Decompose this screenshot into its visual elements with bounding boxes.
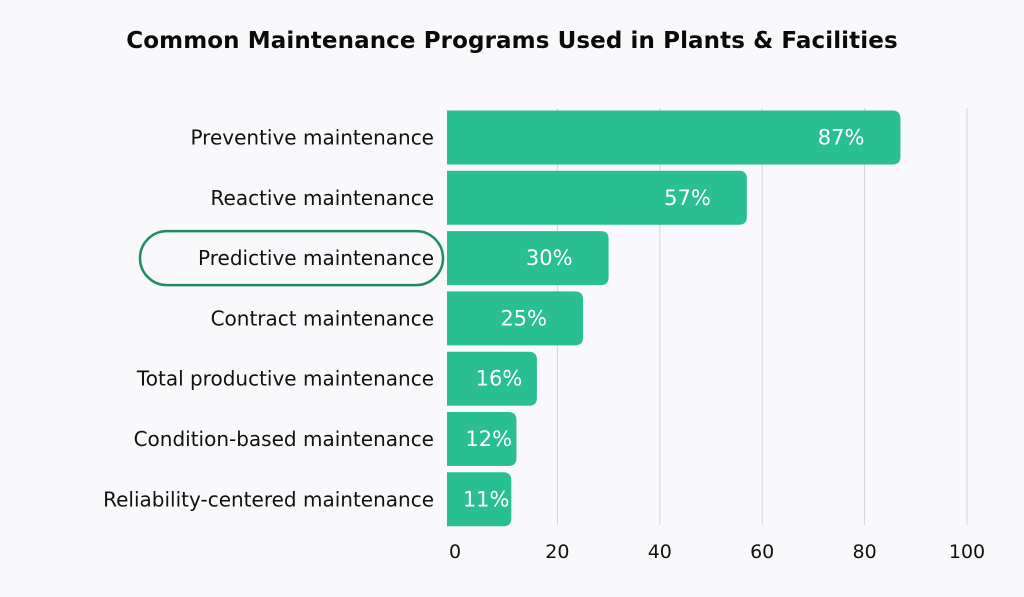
category-label: Preventive maintenance [190,126,434,150]
x-tick-label: 0 [449,541,461,563]
bar [447,110,901,165]
category-label: Contract maintenance [211,306,434,330]
category-label: Reactive maintenance [211,186,434,210]
bar-value-label: 11% [463,487,510,511]
bar [447,170,747,225]
bar [447,412,517,466]
category-label: Total productive maintenance [136,367,434,391]
chart-title: Common Maintenance Programs Used in Plan… [126,28,898,54]
bar [447,231,609,286]
bar-value-label: 25% [500,306,547,330]
bar-value-label: 30% [526,246,573,270]
x-tick-label: 60 [750,541,774,563]
highlight-outline [138,229,445,287]
bar-value-label: 57% [664,186,711,210]
bar [447,472,512,527]
bar-value-label: 16% [476,367,523,391]
bar [447,351,537,406]
x-tick-label: 20 [545,541,569,563]
x-tick-label: 80 [853,541,877,563]
bar-value-label: 87% [818,126,865,150]
bar-value-label: 12% [465,427,512,451]
category-label: Predictive maintenance [198,246,434,270]
x-tick-label: 100 [949,541,985,563]
bar [447,291,583,346]
category-label: Condition-based maintenance [134,427,434,451]
category-label: Reliability-centered maintenance [103,487,434,511]
x-tick-label: 40 [648,541,672,563]
